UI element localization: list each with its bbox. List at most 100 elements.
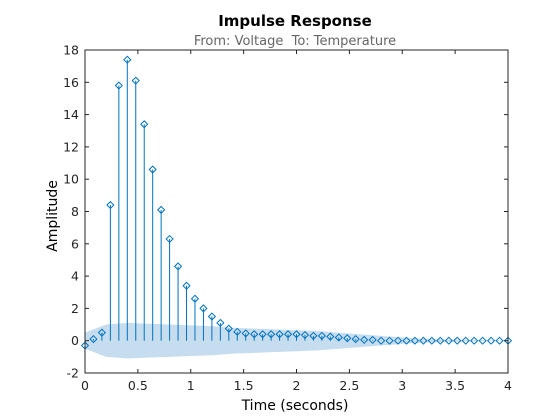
stem-point: [334, 333, 343, 342]
stem-marker: [250, 330, 259, 339]
y-tick-label: 4: [71, 269, 79, 284]
stem-marker: [216, 318, 225, 328]
stem-marker: [258, 330, 267, 339]
stem-marker: [461, 336, 470, 345]
stem-marker: [123, 55, 132, 64]
stem-marker: [114, 81, 123, 90]
stem-marker: [393, 336, 403, 345]
stem-point: [292, 330, 301, 341]
stem-marker: [199, 304, 208, 313]
stem-marker: [241, 329, 250, 338]
x-axis-label: Time (seconds): [241, 398, 349, 414]
y-tick-label: 18: [63, 43, 79, 58]
stem-point: [233, 327, 242, 341]
y-tick-label: 12: [63, 139, 79, 154]
x-tick-label: 2.5: [339, 378, 359, 393]
stem-point: [495, 336, 504, 345]
stem-marker: [233, 327, 242, 336]
stem-marker: [470, 336, 479, 345]
stem-point: [360, 335, 369, 344]
stem-point: [275, 330, 284, 341]
stem-marker: [317, 331, 326, 340]
stem-marker: [224, 324, 233, 333]
stem-point: [470, 336, 479, 345]
stem-marker: [300, 330, 310, 340]
stem-point: [106, 200, 115, 341]
stem-point: [190, 294, 200, 341]
stem-point: [402, 336, 411, 345]
stem-point: [207, 312, 217, 341]
stem-point: [199, 304, 208, 341]
stem-marker: [309, 331, 318, 340]
stem-marker: [436, 336, 445, 345]
stem-point: [393, 336, 403, 345]
y-axis-label: Amplitude: [45, 180, 61, 252]
stem-marker: [207, 312, 217, 321]
stem-marker: [283, 330, 293, 339]
stem-marker: [376, 336, 386, 345]
x-tick-label: 3.5: [445, 378, 465, 393]
stem-marker: [453, 336, 462, 345]
stem-marker: [165, 234, 174, 244]
x-tick-label: 1: [187, 378, 195, 393]
stem-marker: [334, 333, 343, 342]
y-tick-label: 6: [71, 236, 79, 251]
stem-marker: [478, 336, 487, 345]
stem-point: [343, 334, 352, 343]
stem-marker: [182, 281, 191, 290]
x-tick-label: 2: [293, 378, 301, 393]
stem-point: [131, 76, 140, 341]
stem-marker: [486, 336, 496, 345]
stem-point: [216, 318, 225, 341]
stem-marker: [148, 165, 157, 174]
stem-point: [436, 336, 445, 345]
y-tick-label: 2: [71, 301, 79, 316]
stem-series: [80, 55, 513, 350]
stem-marker: [368, 335, 377, 344]
stem-marker: [292, 330, 301, 339]
stem-point: [258, 330, 267, 341]
stem-point: [173, 262, 183, 341]
stem-point: [385, 336, 394, 345]
stem-point: [89, 334, 98, 344]
stem-point: [157, 205, 166, 341]
stem-point: [241, 329, 250, 341]
stem-marker: [410, 336, 420, 345]
stem-point: [165, 234, 174, 341]
stem-marker: [190, 294, 200, 303]
chart-title: Impulse Response: [218, 12, 372, 30]
stem-point: [453, 336, 462, 345]
stem-marker: [275, 330, 284, 339]
stem-point: [309, 331, 318, 341]
stem-marker: [419, 336, 428, 345]
stem-marker: [351, 334, 360, 344]
stem-marker: [360, 335, 369, 344]
stem-point: [224, 324, 233, 341]
stem-marker: [402, 336, 411, 345]
stem-marker: [140, 120, 149, 129]
stem-point: [351, 334, 360, 344]
stem-marker: [106, 200, 115, 210]
stem-point: [267, 330, 276, 341]
y-tick-label: 8: [71, 204, 79, 219]
x-tick-label: 3: [398, 378, 406, 393]
x-axis-ticks: 0 0.5 1 1.5 2 2.5 3 3.5 4: [81, 50, 512, 393]
stem-point: [461, 336, 470, 345]
stem-marker: [173, 262, 183, 271]
stem-point: [376, 336, 386, 345]
y-tick-label: 0: [71, 333, 79, 348]
stem-point: [283, 330, 293, 341]
stem-marker: [131, 76, 140, 85]
stem-marker: [157, 205, 166, 214]
x-tick-label: 4: [504, 378, 512, 393]
stem-point: [478, 336, 487, 345]
y-tick-label: 10: [63, 172, 79, 187]
stem-point: [140, 120, 149, 341]
stem-marker: [385, 336, 394, 345]
stem-marker: [427, 336, 436, 345]
stem-point: [123, 55, 132, 341]
chart-subtitle: From: Voltage To: Temperature: [194, 34, 396, 49]
y-tick-label: 16: [63, 75, 79, 90]
stem-marker: [444, 336, 453, 345]
